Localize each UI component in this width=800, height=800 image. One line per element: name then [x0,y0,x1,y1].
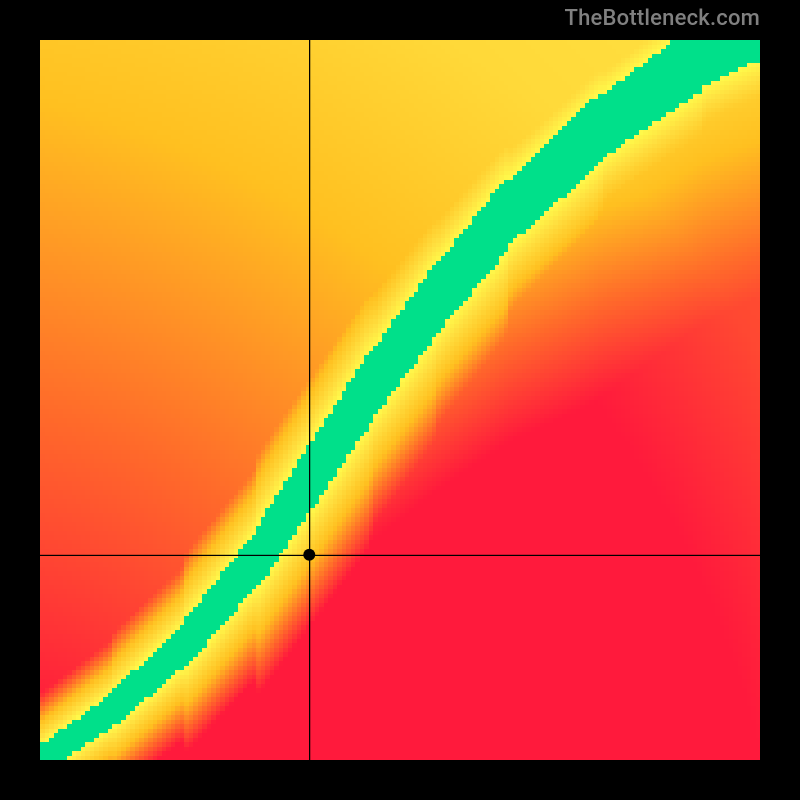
plot-area [40,40,760,760]
heatmap-canvas [40,40,760,760]
watermark-text: TheBottleneck.com [565,6,760,31]
crosshair-horizontal [40,555,760,556]
chart-frame: TheBottleneck.com [0,0,800,800]
crosshair-vertical [309,40,310,760]
